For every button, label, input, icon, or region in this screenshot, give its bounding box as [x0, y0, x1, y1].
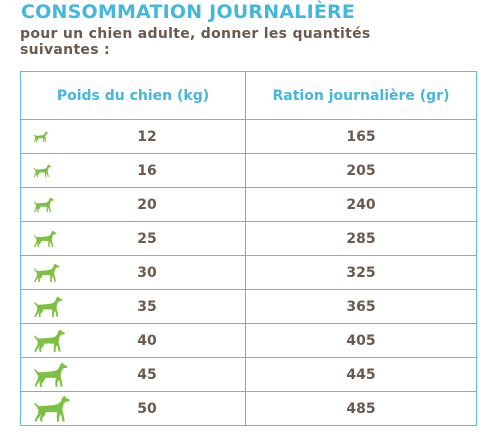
ration-cell: 240: [245, 187, 477, 222]
ration-value: 405: [346, 332, 376, 349]
weight-value: 50: [137, 400, 157, 417]
weight-cell: 40: [20, 323, 246, 358]
weight-cell: 25: [20, 221, 246, 256]
table-row: 12 165: [20, 119, 477, 154]
weight-value: 35: [137, 298, 157, 315]
ration-value: 205: [346, 162, 376, 179]
dog-icon: [34, 395, 70, 422]
weight-value: 16: [137, 162, 157, 179]
column-header-ration: Ration journalière (gr): [245, 71, 477, 120]
table-header-row: Poids du chien (kg) Ration journalière (…: [20, 71, 477, 120]
weight-value: 40: [137, 332, 157, 349]
weight-cell: 12: [20, 119, 246, 154]
page-title: CONSOMMATION JOURNALIÈRE: [21, 1, 356, 23]
weight-cell: 45: [20, 357, 246, 392]
ration-cell: 485: [245, 391, 477, 426]
page-subtitle: pour un chien adulte, donner les quantit…: [20, 26, 371, 58]
dog-icon: [33, 263, 60, 282]
column-header-weight: Poids du chien (kg): [20, 71, 246, 120]
dog-icon: [33, 230, 57, 247]
table-row: 35 365: [20, 289, 477, 324]
ration-cell: 365: [245, 289, 477, 324]
weight-cell: 50: [20, 391, 246, 426]
weight-value: 25: [137, 230, 157, 247]
ration-cell: 445: [245, 357, 477, 392]
table-row: 16 205: [20, 153, 477, 188]
dog-icon: [34, 362, 68, 387]
weight-value: 20: [137, 196, 157, 213]
ration-cell: 285: [245, 221, 477, 256]
ration-cell: 405: [245, 323, 477, 358]
dog-icon: [34, 296, 63, 317]
ration-value: 165: [346, 128, 376, 145]
ration-value: 365: [346, 298, 376, 315]
weight-cell: 20: [20, 187, 246, 222]
dog-icon: [33, 130, 49, 142]
ration-value: 485: [346, 400, 376, 417]
table-row: 30 325: [20, 255, 477, 290]
ration-value: 240: [346, 196, 376, 213]
ration-cell: 205: [245, 153, 477, 188]
dog-icon: [33, 163, 52, 177]
table-body: 12 165 16 205 20 240 25 285: [20, 119, 477, 426]
weight-value: 12: [137, 128, 157, 145]
table-row: 20 240: [20, 187, 477, 222]
ration-table: Poids du chien (kg) Ration journalière (…: [20, 71, 477, 426]
weight-cell: 30: [20, 255, 246, 290]
table-row: 40 405: [20, 323, 477, 358]
weight-value: 45: [137, 366, 157, 383]
ration-cell: 325: [245, 255, 477, 290]
weight-cell: 35: [20, 289, 246, 324]
dog-icon: [33, 197, 54, 212]
ration-value: 445: [346, 366, 376, 383]
table-row: 25 285: [20, 221, 477, 256]
ration-value: 285: [346, 230, 376, 247]
ration-cell: 165: [245, 119, 477, 154]
dog-icon: [34, 329, 65, 352]
ration-value: 325: [346, 264, 376, 281]
weight-cell: 16: [20, 153, 246, 188]
table-row: 45 445: [20, 357, 477, 392]
weight-value: 30: [137, 264, 157, 281]
table-row: 50 485: [20, 391, 477, 426]
